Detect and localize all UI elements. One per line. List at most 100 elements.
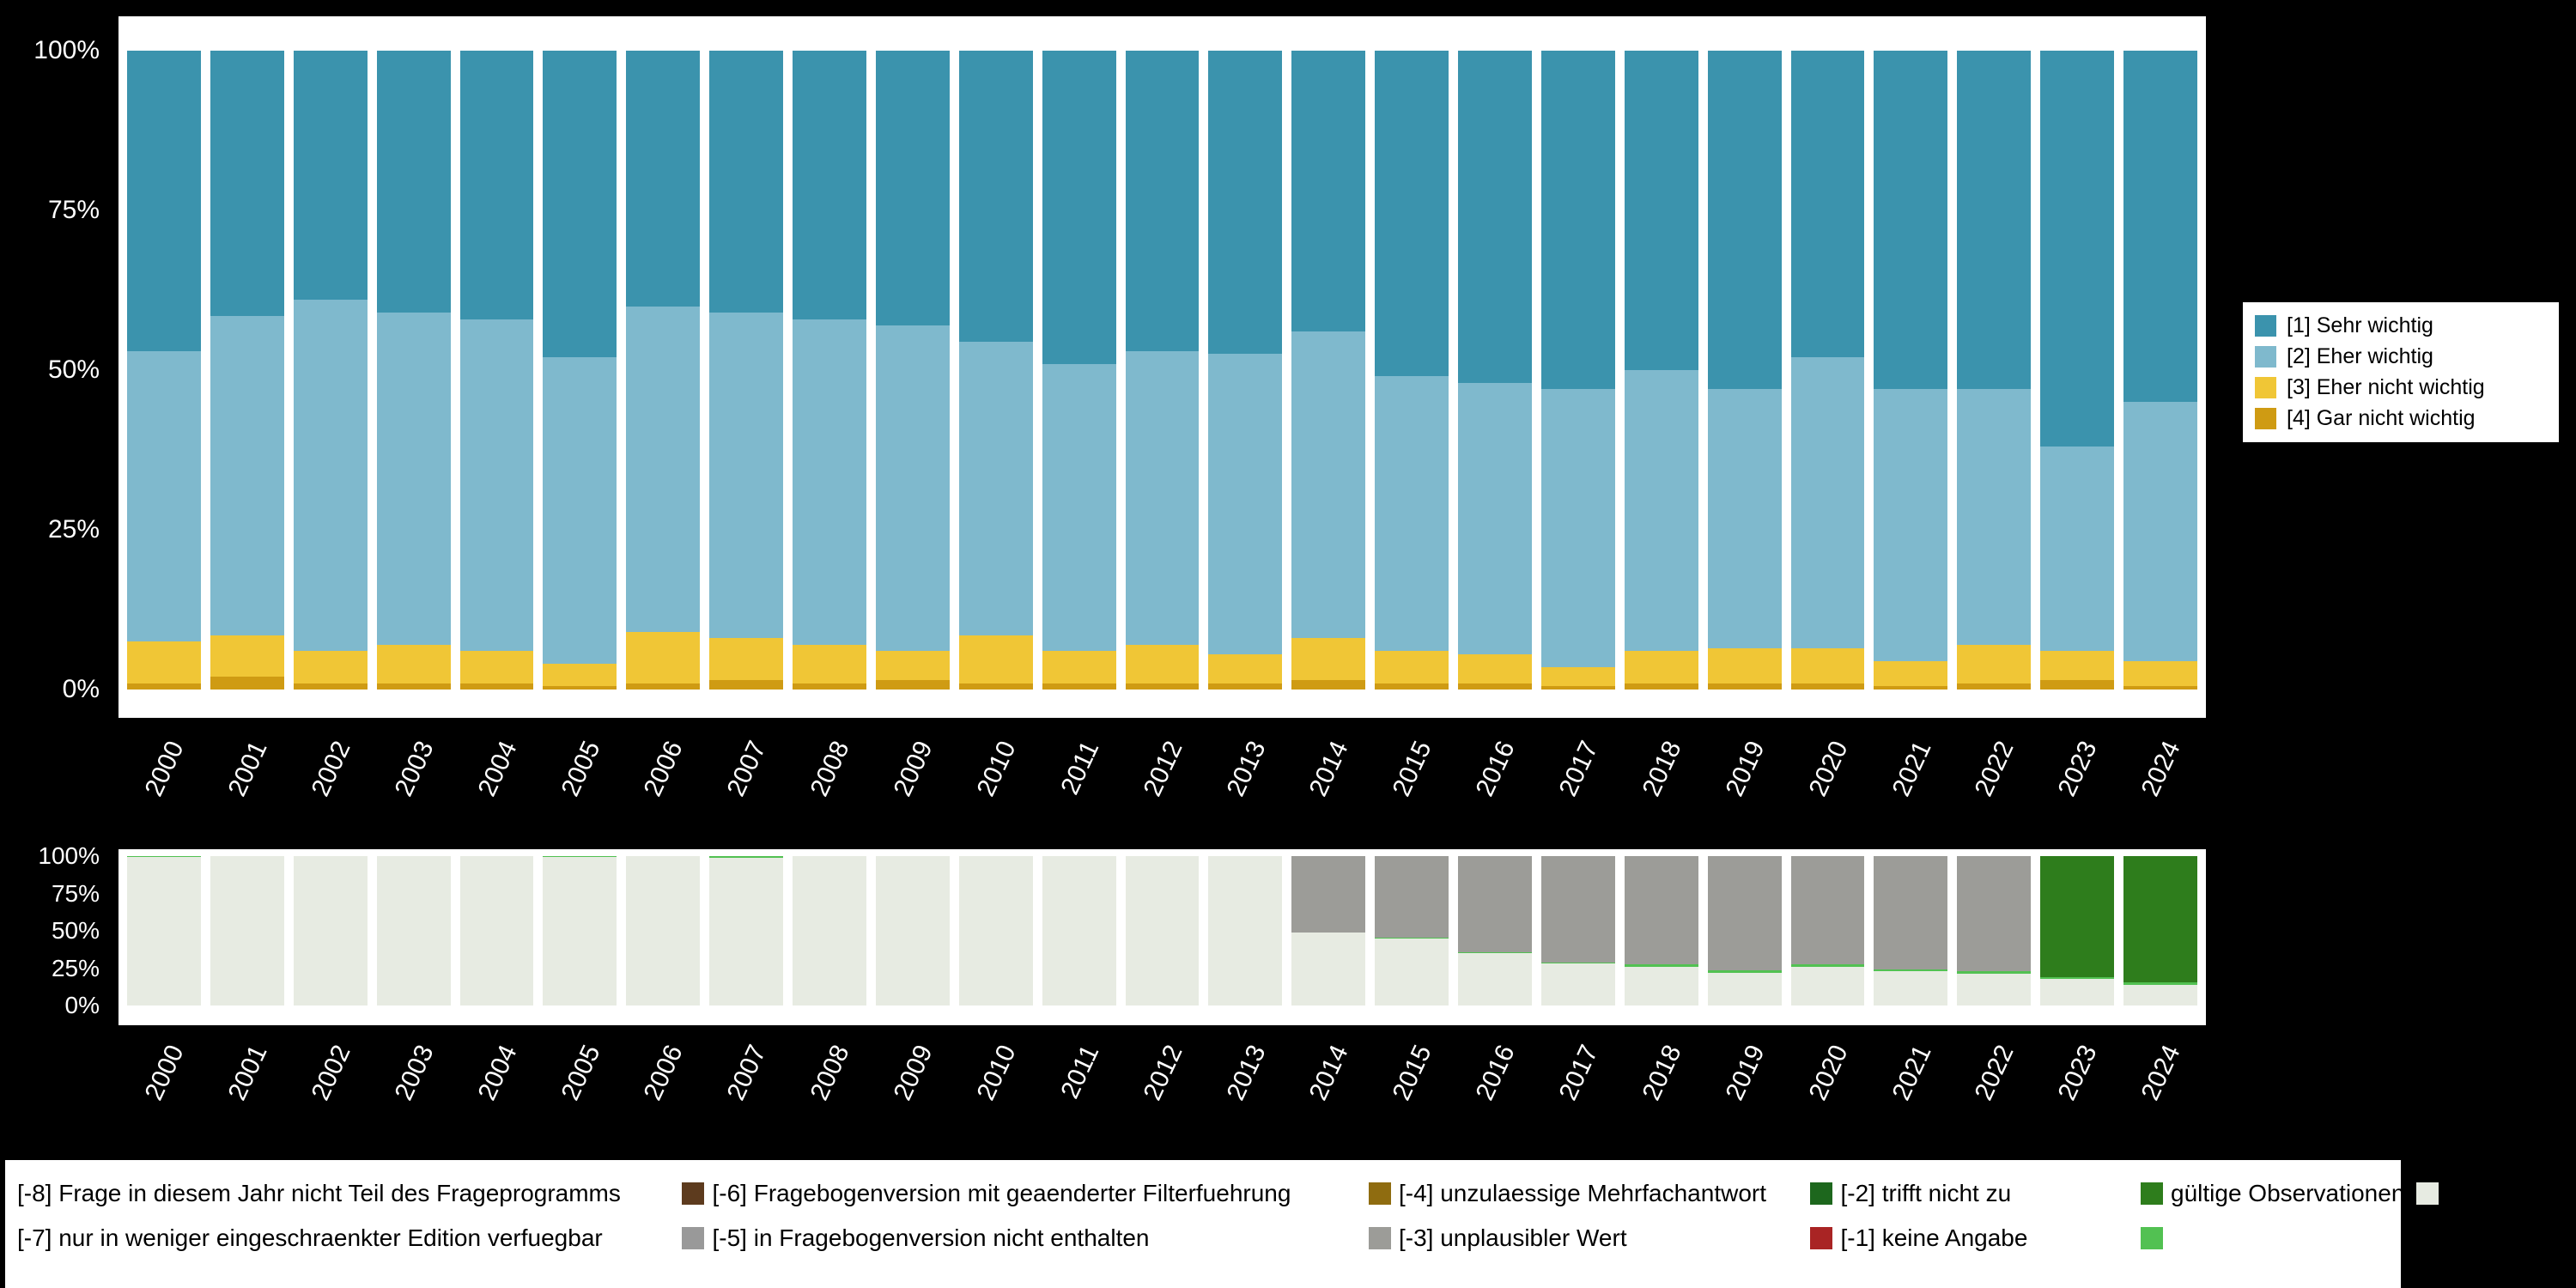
bar-segment	[709, 313, 783, 639]
legend-label: gültige Observationen	[2171, 1180, 2405, 1206]
y-tick-label: 100%	[38, 842, 100, 869]
bar-segment	[1624, 966, 1698, 1005]
bar-segment	[2040, 447, 2114, 652]
x-tick-label: 2005	[556, 737, 606, 801]
missing-chart-plot	[118, 849, 2206, 1025]
missing-chart-x-axis: 2000 2001 2002 2003 2004 2005 2006 2007 2008 2009…	[127, 1032, 2197, 1144]
legend-swatch	[682, 1182, 704, 1205]
bar-segment	[2040, 978, 2114, 1005]
bar-segment	[709, 856, 783, 858]
x-tick-label: 2006	[638, 1041, 690, 1105]
bar-segment	[1540, 389, 1615, 667]
legend-swatch	[1368, 1182, 1391, 1205]
bar-2013	[1208, 51, 1283, 690]
legend-entry: [1] Sehr wichtig	[2255, 313, 2547, 339]
bar-segment	[459, 651, 534, 683]
bar-segment	[543, 357, 617, 665]
bar-segment	[709, 857, 783, 1005]
bar-segment	[127, 350, 201, 642]
x-tick: 2019	[1708, 728, 1782, 835]
x-tick: 2016	[1458, 1032, 1532, 1144]
bar-segment	[1874, 660, 1948, 687]
bar-segment	[1874, 969, 1948, 971]
bar-segment	[793, 856, 866, 1005]
x-tick-label: 2023	[2052, 737, 2103, 801]
x-tick-label: 2002	[306, 1041, 356, 1105]
bar-2024	[2123, 856, 2197, 1005]
bar-segment	[1125, 51, 1200, 351]
x-tick-label: 2000	[139, 737, 190, 801]
bar-segment	[543, 856, 617, 857]
bar-2011	[1042, 51, 1116, 690]
bar-2012	[1125, 51, 1200, 690]
bar-segment	[2040, 856, 2114, 977]
x-tick-label: 2015	[1387, 1041, 1437, 1105]
legend-label: [-1] keine Angabe	[1840, 1224, 2028, 1251]
x-tick: 2008	[793, 728, 866, 835]
bar-segment	[1790, 966, 1865, 1005]
missing-chart-y-axis: 0% 25% 50% 75% 100%	[0, 842, 112, 1018]
bar-segment	[875, 325, 950, 652]
bar-2016	[1458, 856, 1532, 1005]
missing-legend-column: [-2] trifft nicht zu [-1] keine Angabe	[1841, 1179, 2163, 1276]
bar-segment	[376, 644, 451, 683]
x-tick-label: 2013	[1221, 737, 1272, 801]
x-tick-label: 2008	[805, 1041, 855, 1105]
y-tick-label: 25%	[51, 954, 100, 981]
bar-segment	[2040, 679, 2114, 690]
x-tick-label: 2001	[222, 737, 273, 801]
x-tick: 2002	[294, 728, 368, 835]
x-tick: 2021	[1874, 1032, 1947, 1144]
missing-codes-legend: [-8] Frage in diesem Jahr nicht Teil des…	[5, 1160, 2439, 1288]
x-tick: 2024	[2123, 1032, 2197, 1144]
bar-segment	[1208, 856, 1283, 1005]
bar-segment	[1291, 932, 1366, 1005]
bar-2005	[543, 856, 617, 1005]
legend-label: [2] Eher wichtig	[2287, 344, 2433, 368]
bar-segment	[793, 319, 866, 645]
bar-segment	[1624, 651, 1698, 683]
bar-segment	[1375, 51, 1449, 377]
x-tick-label: 2020	[1803, 737, 1854, 801]
bar-2001	[210, 856, 284, 1005]
bar-segment	[1957, 856, 2032, 971]
x-tick: 2003	[377, 1032, 451, 1144]
missing-legend-entry: [-7] nur in weniger eingeschraenkter Edi…	[17, 1224, 704, 1253]
x-tick: 2019	[1708, 1032, 1782, 1144]
x-tick-label: 2004	[472, 737, 523, 801]
x-tick-label: 2011	[1055, 1041, 1105, 1103]
bar-segment	[958, 683, 1033, 690]
bar-segment	[127, 51, 201, 351]
bar-segment	[1458, 683, 1532, 690]
bar-segment	[1957, 51, 2032, 390]
x-tick-label: 2000	[139, 1041, 190, 1105]
bar-segment	[1957, 644, 2032, 683]
bar-segment	[1291, 331, 1366, 639]
bar-2010	[958, 51, 1033, 690]
bar-segment	[1540, 686, 1615, 690]
x-tick: 2013	[1208, 1032, 1282, 1144]
bar-segment	[543, 51, 617, 358]
x-tick: 2007	[709, 728, 783, 835]
x-tick-label: 2002	[306, 737, 356, 801]
x-tick: 2001	[210, 728, 284, 835]
legend-swatch	[1810, 1227, 1832, 1249]
bar-segment	[1874, 686, 1948, 690]
bar-2006	[626, 51, 701, 690]
x-tick-label: 2022	[1969, 1041, 2020, 1105]
x-tick: 2004	[460, 728, 534, 835]
bar-segment	[2123, 402, 2197, 661]
x-tick-label: 2016	[1470, 737, 1521, 801]
bar-segment	[1874, 856, 1948, 970]
y-tick-label: 75%	[47, 196, 100, 224]
bar-segment	[1540, 963, 1615, 1005]
missing-legend-entry: [-6] Fragebogenversion mit geaenderter F…	[713, 1179, 1391, 1208]
x-tick: 2009	[876, 728, 950, 835]
x-tick: 2016	[1458, 728, 1532, 835]
bar-segment	[210, 635, 284, 677]
bar-segment	[626, 632, 701, 683]
bar-segment	[1707, 683, 1782, 690]
bar-segment	[1375, 683, 1449, 690]
bar-segment	[875, 651, 950, 680]
bar-segment	[793, 683, 866, 690]
